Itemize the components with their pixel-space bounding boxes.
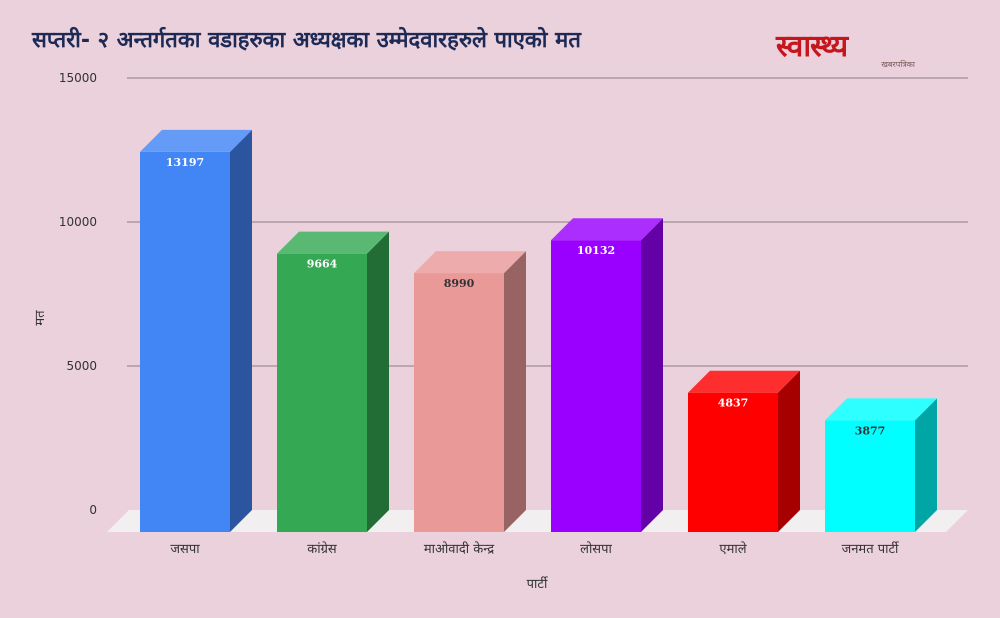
chart-title: सप्तरी- २ अन्तर्गतका वडाहरुका अध्यक्षका … (32, 28, 581, 53)
y-axis-title: मत (33, 310, 48, 326)
y-tick-label: 15000 (59, 71, 97, 85)
y-tick-label: 0 (89, 503, 97, 517)
bar-side (915, 398, 937, 532)
bar-top (414, 251, 526, 274)
x-tick-label: जसपा (170, 542, 200, 557)
bar-side (367, 231, 389, 532)
bar-top (140, 129, 252, 152)
bar-front (277, 253, 367, 532)
bar-side (778, 370, 800, 532)
x-tick-label: एमाले (719, 541, 746, 557)
data-label: 3877 (855, 424, 886, 437)
bar-front (688, 392, 778, 532)
bar-top (277, 231, 389, 254)
x-tick-label: जनमत पार्टी (842, 541, 899, 557)
bar-side (230, 129, 252, 533)
logo-tagline: खबरपत्रिका (881, 60, 915, 69)
y-tick-label: 5000 (66, 359, 97, 373)
bar-top (551, 218, 663, 241)
bar-front (825, 420, 915, 532)
bar-side (641, 218, 663, 532)
data-label: 4837 (718, 397, 749, 410)
data-label: 8990 (444, 277, 475, 290)
brand-logo: स्वास्थ्य खबरपत्रिका (776, 28, 921, 70)
x-axis-title: पार्टी (527, 576, 548, 592)
x-tick-label: कांग्रेस (307, 541, 337, 557)
x-tick-label: लोसपा (580, 541, 612, 557)
bar-front (140, 151, 230, 533)
logo-wordmark: स्वास्थ्य (776, 29, 848, 64)
data-label: 10132 (577, 244, 615, 257)
bar-front (414, 273, 504, 532)
bar-top (825, 398, 937, 421)
data-label: 13197 (166, 156, 204, 169)
y-tick-label: 10000 (59, 215, 97, 229)
bar-side (504, 251, 526, 532)
data-label: 9664 (307, 258, 338, 271)
x-tick-label: माओवादी केन्द्र (424, 541, 495, 557)
bar-top (688, 370, 800, 393)
bar-front (551, 240, 641, 532)
